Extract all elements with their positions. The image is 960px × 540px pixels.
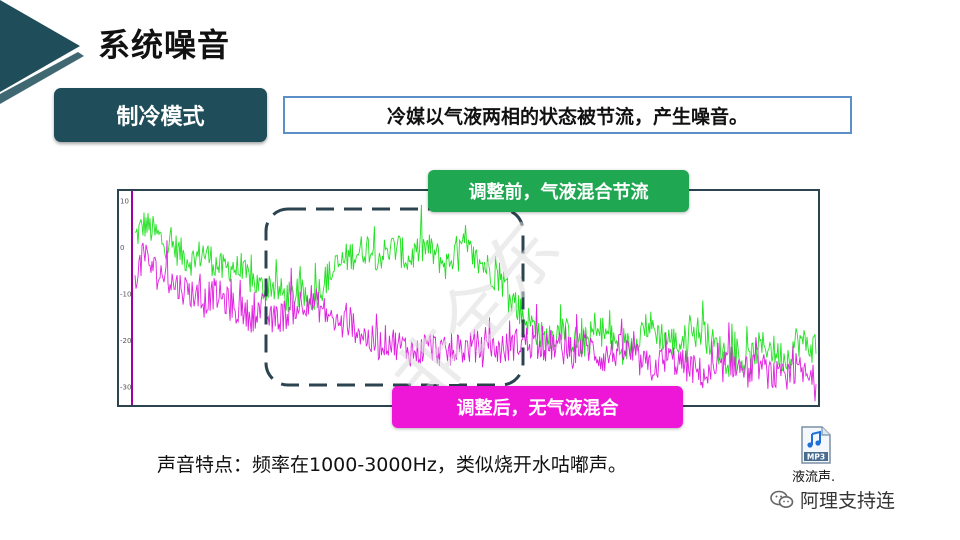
mode-label: 制冷模式 — [116, 105, 205, 130]
series-line-0 — [134, 204, 817, 377]
mp3-icon-text: MP3 — [807, 453, 825, 462]
callout-before: 调整前，气液混合节流 — [428, 170, 689, 212]
callout-after: 调整后，无气液混合 — [392, 386, 683, 428]
page-title: 系统噪音 — [98, 26, 231, 64]
watermark: 非全东 — [378, 207, 576, 405]
wechat-watermark: 阿理支持连 — [770, 486, 895, 513]
audio-file-label[interactable]: 液流声. — [792, 470, 836, 485]
spectrum-chart: 10 0 -10 -20 -30 非全东 — [117, 189, 820, 407]
mode-label-box: 制冷模式 — [54, 88, 267, 142]
y-tick-label: -20 — [120, 337, 131, 345]
y-tick-label: 10 — [120, 197, 129, 205]
description-box: 冷媒以气液两相的状态被节流，产生噪音。 — [283, 96, 852, 134]
series-line-1 — [134, 240, 817, 402]
sound-feature-text: 声音特点：频率在1000-3000Hz，类似烧开水咕嘟声。 — [157, 454, 627, 476]
description-text: 冷媒以气液两相的状态被节流，产生噪音。 — [386, 105, 748, 128]
highlight-dashed-box — [264, 207, 525, 387]
y-tick-label: -10 — [120, 290, 131, 298]
header-decoration — [0, 0, 84, 104]
header-stripe — [0, 52, 84, 104]
callout-pointer-notch-top — [449, 211, 477, 233]
callout-pointer-notch-bottom — [429, 369, 459, 384]
spectrum-chart-svg: 10 0 -10 -20 -30 非全东 — [120, 191, 817, 405]
y-tick-label: 0 — [120, 244, 124, 252]
y-tick-label: -30 — [120, 383, 131, 391]
header-triangle-dark — [0, 0, 80, 92]
callout-before-text: 调整前，气液混合节流 — [468, 182, 649, 203]
wechat-account-name: 阿理支持连 — [800, 490, 896, 512]
callout-after-text: 调整后，无气液混合 — [456, 398, 619, 419]
mp3-file-icon[interactable]: MP3 — [800, 426, 832, 464]
wechat-icon — [770, 490, 794, 508]
